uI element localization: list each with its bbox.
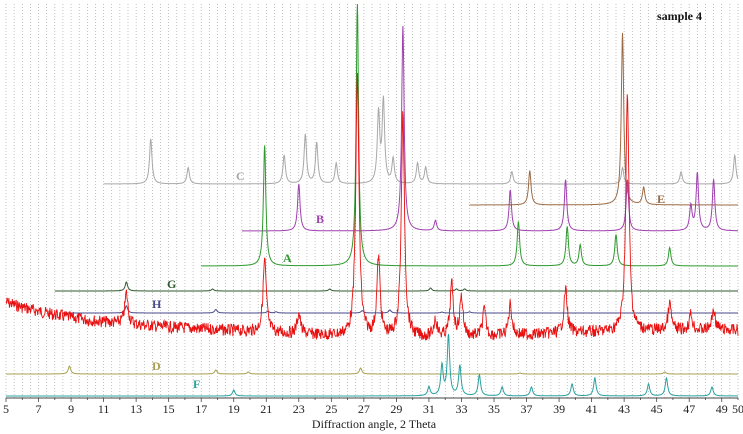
x-tick-label: 7 <box>36 402 42 416</box>
x-tick-label: 9 <box>68 402 74 416</box>
x-tick-label: 17 <box>195 402 207 416</box>
series-line-a <box>201 3 738 267</box>
x-tick-label: 5 <box>3 402 9 416</box>
x-tick-label: 11 <box>98 402 110 416</box>
x-ticks: 5 7 9 11 13 15 17 19 21 23 25 27 29 31 33 35 37 39 41 43 45 4… <box>3 398 743 416</box>
series-label-f: F <box>193 377 200 391</box>
x-tick-label: 15 <box>163 402 175 416</box>
chart-title: sample 4 <box>657 9 702 23</box>
series-line-b <box>241 25 738 232</box>
x-tick-label: 29 <box>390 402 402 416</box>
x-tick-label: 19 <box>228 402 240 416</box>
series-line-g <box>54 281 738 292</box>
series-label-b: B <box>316 212 324 226</box>
x-tick-label: 41 <box>586 402 598 416</box>
series-line-c <box>103 95 739 185</box>
x-tick-label: 47 <box>683 402 695 416</box>
series-label-h: H <box>152 297 162 311</box>
series-labels: C E B A GH D F <box>152 169 665 391</box>
series-label-a: A <box>283 251 292 265</box>
x-axis-title: Diffraction angle, 2 Theta <box>312 417 437 431</box>
x-tick-label: 33 <box>455 402 467 416</box>
x-tick-label: 45 <box>651 402 663 416</box>
x-tick-label: 50 <box>732 402 743 416</box>
x-tick-label: 37 <box>521 402 533 416</box>
series-label-c: C <box>236 169 245 183</box>
x-tick-label: 49 <box>716 402 728 416</box>
series-label-d: D <box>152 359 161 373</box>
x-tick-label: 35 <box>488 402 500 416</box>
x-tick-label: 21 <box>260 402 272 416</box>
series-label-e: E <box>657 192 665 206</box>
x-tick-label: 39 <box>553 402 565 416</box>
series-line-sample-4 <box>5 72 739 341</box>
series-line-f <box>6 333 738 397</box>
series-label-g: G <box>167 277 176 291</box>
x-tick-label: 25 <box>325 402 337 416</box>
x-tick-label: 27 <box>358 402 370 416</box>
series-line-e <box>469 32 738 206</box>
series-line-d <box>6 365 738 375</box>
x-tick-label: 23 <box>293 402 305 416</box>
x-tick-label: 13 <box>130 402 142 416</box>
series-line-h <box>62 305 738 314</box>
x-tick-label: 31 <box>423 402 435 416</box>
series-layer <box>5 3 739 397</box>
x-tick-label: 43 <box>618 402 630 416</box>
